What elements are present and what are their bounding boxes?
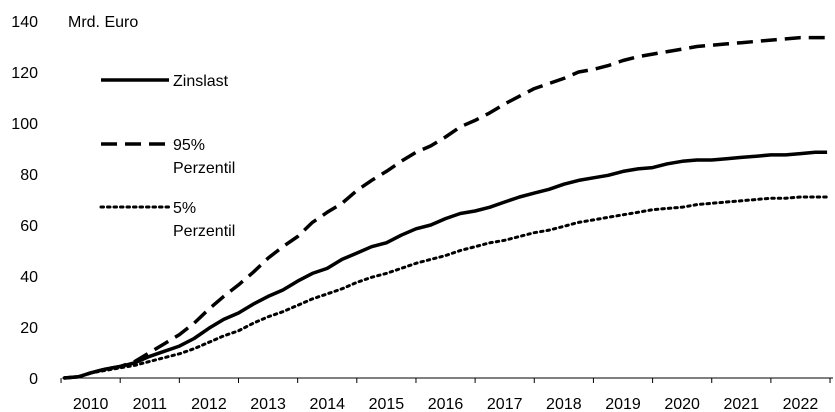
y-tick-label: 0: [29, 371, 38, 388]
x-tick-label: 2010: [73, 396, 109, 412]
x-tick-label: 2011: [133, 396, 168, 412]
y-tick-label: 80: [20, 167, 38, 184]
x-tick-label: 2018: [546, 396, 582, 412]
x-tick-label: 2020: [664, 396, 700, 412]
x-tick-label: 2022: [783, 396, 819, 412]
y-tick-label: 40: [20, 269, 38, 286]
x-tick-label: 2016: [428, 396, 464, 412]
x-tick-label: 2019: [605, 396, 641, 412]
legend-label-2: 5% Perzentil: [173, 200, 235, 240]
x-tick-label: 2014: [309, 396, 345, 412]
x-axis: 2010 2011 2012 2013 2014 2015 2016 2017 2018 2019…: [60, 377, 833, 412]
legend-label-0: Zinslast: [173, 73, 229, 90]
x-tick-label: 2017: [487, 396, 523, 412]
y-tick-label: 100: [11, 116, 38, 133]
x-tick-label: 2015: [369, 396, 405, 412]
legend: Zinslast 95% Perzentil 5% Perzentil: [99, 73, 235, 240]
x-tick-label: 2012: [191, 396, 227, 412]
y-tick-label: 120: [11, 65, 38, 82]
y-tick-label: 140: [11, 14, 38, 31]
legend-label-1: 95% Perzentil: [173, 137, 235, 177]
series-line-2: [62, 195, 829, 380]
y-axis: 0 20 40 60 80 100 120 140: [11, 14, 38, 388]
series-line-1: [63, 35, 828, 380]
x-tick-label: 2013: [250, 396, 286, 412]
y-unit-label: Mrd. Euro: [68, 14, 138, 31]
series-line-0: [63, 150, 828, 380]
y-tick-label: 20: [20, 320, 38, 337]
x-tick-label: 2021: [724, 396, 760, 412]
series-layer: [62, 35, 829, 380]
y-tick-label: 60: [20, 218, 38, 235]
